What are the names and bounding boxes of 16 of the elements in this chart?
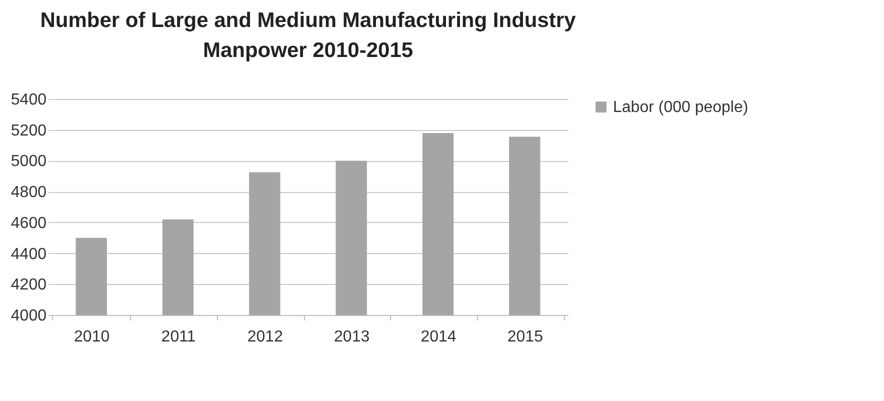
x-tick-label: 2015 — [507, 328, 544, 346]
chart-title: Number of Large and Medium Manufacturing Industry Manpower 2010-2015 — [40, 9, 576, 62]
y-tick-label: 4800 — [10, 184, 47, 202]
x-tick-label: 2012 — [247, 328, 284, 346]
y-tick-label: 5200 — [10, 122, 47, 140]
y-tick-label: 4200 — [10, 276, 47, 294]
x-tick-label: 2010 — [74, 328, 110, 346]
x-tick-label: 2011 — [161, 328, 196, 346]
y-tick-label: 4000 — [10, 308, 47, 324]
y-tick-label: 4600 — [10, 214, 47, 232]
x-tick-label: 2013 — [334, 328, 370, 346]
legend-label: Labor (000 people) — [613, 99, 748, 116]
y-tick-label: 5000 — [10, 153, 47, 170]
y-tick-label: 4400 — [10, 246, 47, 263]
y-tick-label: 5400 — [10, 92, 47, 108]
x-tick-label: 2014 — [420, 328, 456, 346]
